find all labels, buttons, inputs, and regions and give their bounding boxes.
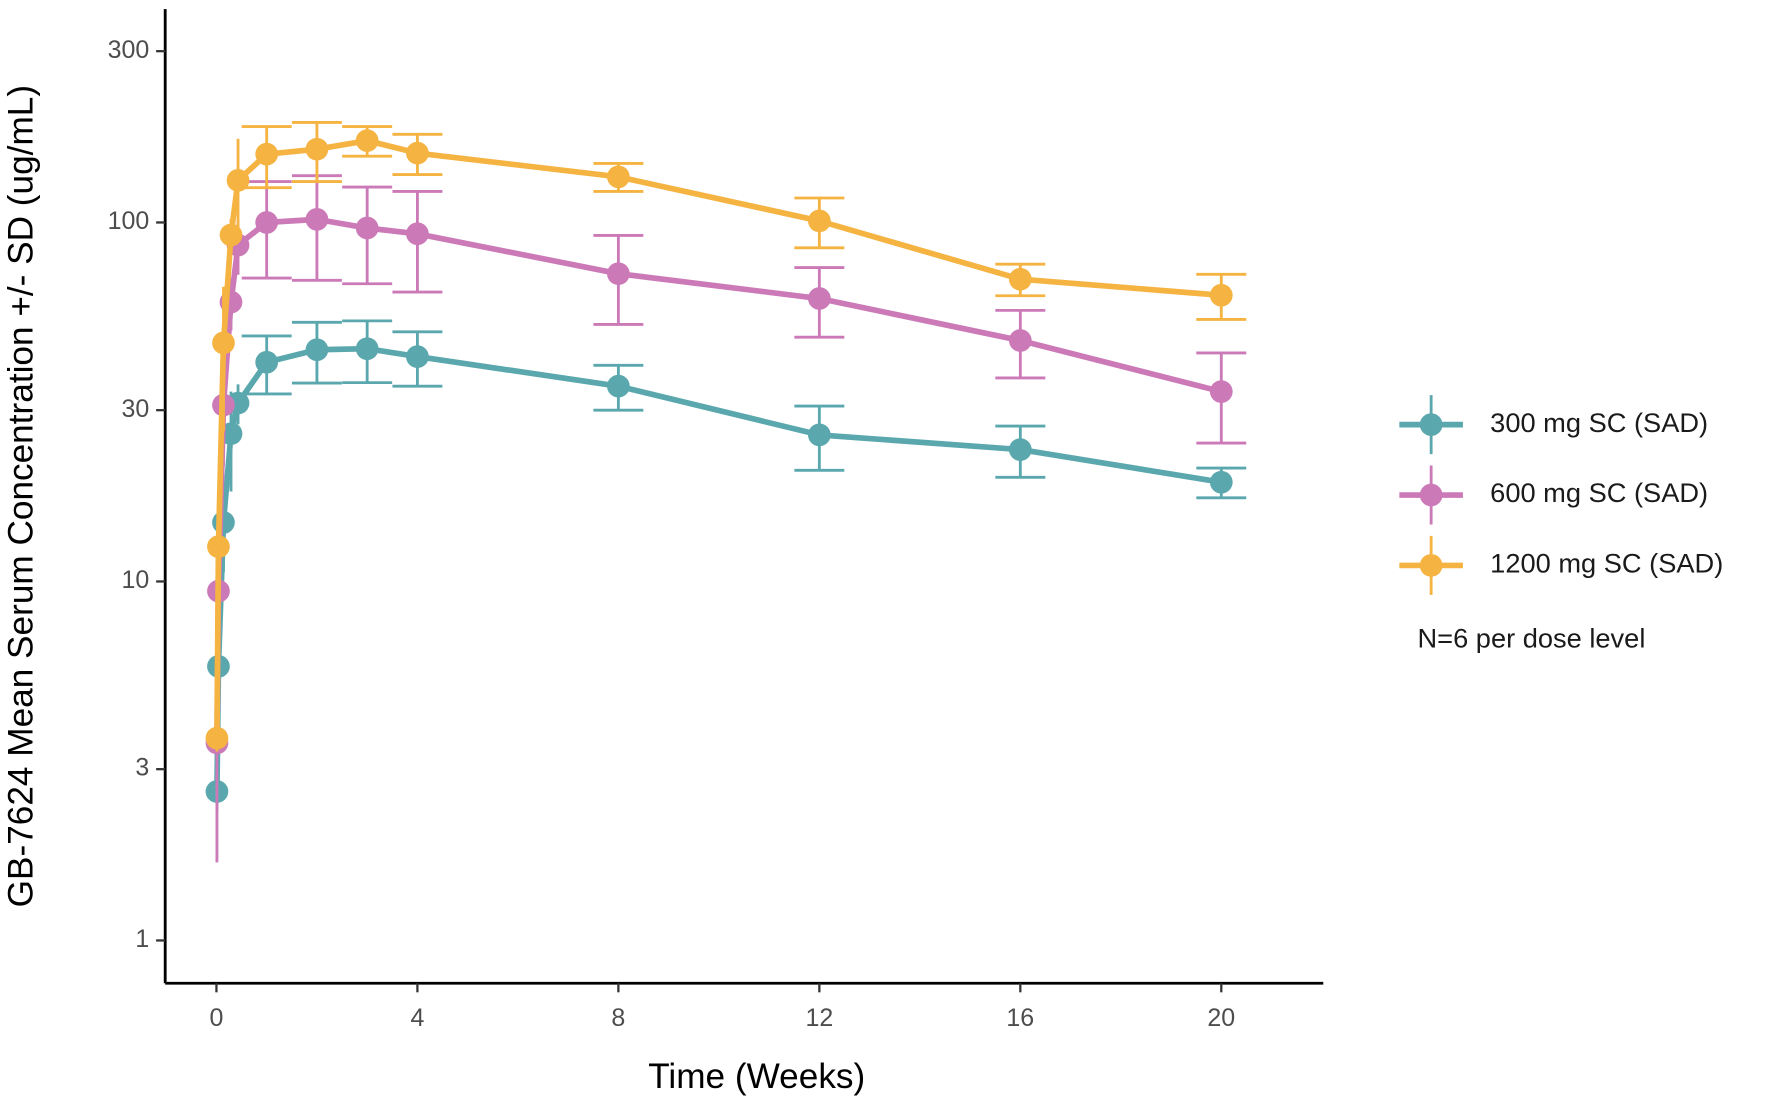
point (607, 374, 630, 398)
point (607, 165, 630, 189)
x-tick-label: 8 (611, 1004, 625, 1032)
point (1209, 380, 1233, 403)
legend-key-point (1419, 554, 1443, 577)
point (1008, 438, 1032, 461)
point (205, 726, 229, 750)
point (355, 216, 379, 240)
point (255, 142, 279, 166)
series-line (214, 345, 1222, 792)
y-tick-label: 300 (108, 36, 150, 64)
point (807, 423, 831, 447)
legend-label: 300 mg SC (SAD) (1490, 407, 1708, 438)
y-axis-title: GB-7624 Mean Serum Concentration +/- SD … (2, 85, 41, 907)
point (305, 208, 329, 231)
note: N=6 per dose level (1418, 623, 1646, 654)
point (355, 337, 379, 361)
point (807, 209, 831, 233)
point (226, 169, 250, 192)
series (205, 319, 1247, 811)
series-line (214, 216, 1222, 743)
legend-key-point (1419, 413, 1443, 436)
point (1209, 283, 1233, 307)
y-tick-label: 1 (135, 925, 149, 953)
point (406, 222, 429, 246)
y-tick-label: 10 (122, 566, 150, 594)
point (1209, 470, 1233, 494)
series (205, 120, 1247, 752)
legend-label: 600 mg SC (SAD) (1490, 477, 1708, 508)
x-tick-label: 4 (410, 1004, 424, 1032)
x-tick-label: 0 (209, 1004, 223, 1032)
x-tick-label: 12 (805, 1004, 833, 1032)
y-tick-label: 30 (122, 395, 150, 423)
point (255, 211, 279, 234)
point (305, 137, 329, 161)
legend-key-point (1419, 483, 1443, 507)
x-tick-label: 20 (1207, 1004, 1235, 1032)
point (607, 262, 630, 286)
point (406, 345, 429, 368)
y-tick-label: 100 (108, 207, 150, 235)
point (1008, 267, 1032, 291)
point (219, 223, 243, 247)
point (406, 141, 429, 165)
point (355, 129, 379, 153)
x-axis-title: Time (Weeks) (648, 1057, 865, 1096)
point (807, 287, 831, 310)
point (1008, 329, 1032, 352)
point (305, 338, 329, 362)
point (212, 331, 235, 355)
x-tick-label: 16 (1006, 1004, 1034, 1032)
legend-label: 1200 mg SC (SAD) (1490, 548, 1723, 579)
y-tick-label: 3 (135, 754, 149, 782)
series (205, 174, 1247, 863)
point (255, 350, 279, 374)
point (207, 535, 230, 559)
point (212, 511, 235, 534)
